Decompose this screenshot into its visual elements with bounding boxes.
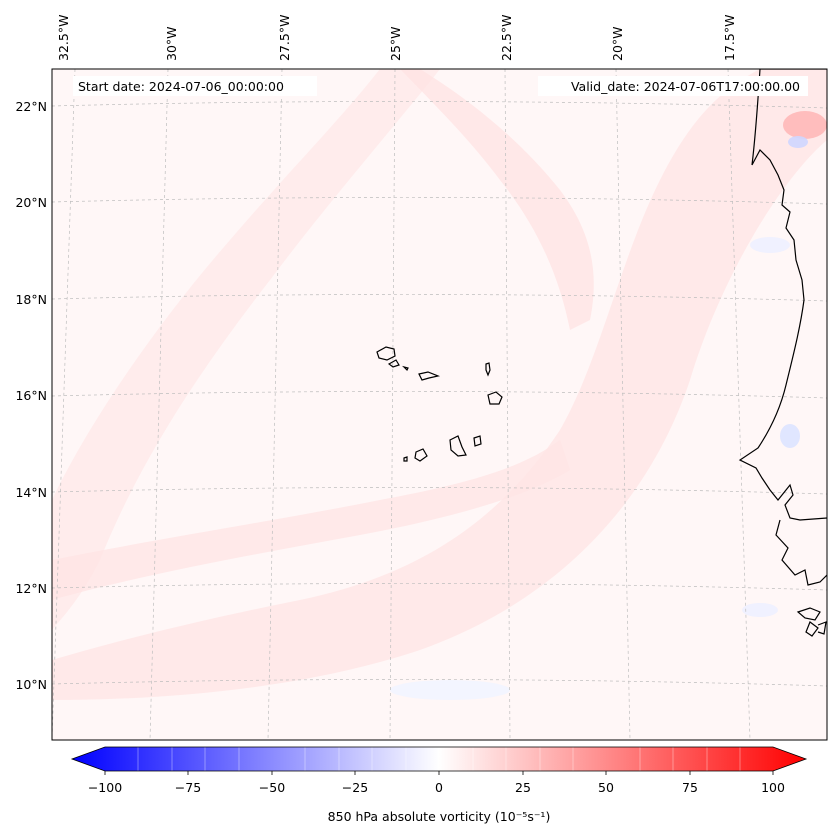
lat-label: 16°N xyxy=(15,388,47,403)
colorbar-tick-label: 0 xyxy=(435,780,443,795)
colorbar: −100 −75 −50 −25 0 25 50 75 100 850 hPa … xyxy=(70,746,808,824)
island-sao-nicolau xyxy=(418,371,441,381)
vorticity-maximum-north-east xyxy=(783,111,827,139)
vorticity-minimum-south-east xyxy=(742,603,778,617)
colorbar-tick-label: 75 xyxy=(682,780,698,795)
start-date-text: Start date: 2024-07-06_00:00:00 xyxy=(78,79,284,94)
vorticity-minimum-coast xyxy=(780,424,800,448)
positive-vorticity-band-south xyxy=(52,440,570,600)
colorbar-label: 850 hPa absolute vorticity (10⁻⁵s⁻¹) xyxy=(328,809,551,824)
island-santo-antao xyxy=(376,346,396,361)
lon-label: 25°W xyxy=(388,26,403,61)
island-maio xyxy=(473,435,482,447)
lat-label: 12°N xyxy=(15,581,47,596)
lat-label: 18°N xyxy=(15,292,47,307)
meridian-27-5w xyxy=(267,69,283,740)
colorbar-levels xyxy=(137,747,741,771)
vorticity-minimum-east xyxy=(750,237,790,253)
colorbar-tick-label: −100 xyxy=(88,780,122,795)
island-sao-vicente xyxy=(387,359,400,368)
colorbar-tick-label: 25 xyxy=(515,780,531,795)
lon-label: 17.5°W xyxy=(722,15,737,61)
longitude-labels: 32.5°W 30°W 27.5°W 25°W 22.5°W 20°W 17.5… xyxy=(56,15,737,61)
meridian-20w xyxy=(615,69,631,740)
colorbar-tick-labels: −100 −75 −50 −25 0 25 50 75 100 xyxy=(88,780,785,795)
lat-label: 14°N xyxy=(15,485,47,500)
lat-label: 20°N xyxy=(15,195,47,210)
meridian-32-5w xyxy=(52,69,76,740)
vorticity-field xyxy=(52,69,827,700)
island-brava xyxy=(403,456,408,462)
island-santiago xyxy=(449,435,467,457)
vorticity-minimum-north-east xyxy=(788,136,808,148)
colorbar-bar xyxy=(72,747,806,771)
island-boa-vista xyxy=(487,391,503,405)
meridian-17-5w xyxy=(727,69,751,740)
cape-verde-islands xyxy=(376,346,503,462)
valid-date-box xyxy=(538,76,808,96)
lon-label: 20°W xyxy=(610,26,625,61)
valid-date-text: Valid_date: 2024-07-06T17:00:00.00 xyxy=(571,79,800,94)
parallel-16n xyxy=(52,391,827,399)
lon-label: 27.5°W xyxy=(277,15,292,61)
graticule xyxy=(52,69,827,740)
lon-label: 32.5°W xyxy=(56,15,71,61)
parallel-10n xyxy=(52,679,827,687)
parallel-14n xyxy=(52,487,827,495)
start-date-box xyxy=(73,76,317,96)
island-sal xyxy=(485,362,491,377)
colorbar-tick-label: 100 xyxy=(761,780,785,795)
map-frame xyxy=(51,68,828,741)
colorbar-tick-label: −25 xyxy=(342,780,368,795)
meridian-25w xyxy=(389,69,396,740)
meridian-30w xyxy=(149,69,169,740)
colorbar-ticks xyxy=(104,771,774,775)
island-fogo xyxy=(414,448,428,462)
lat-label: 22°N xyxy=(15,99,47,114)
lon-label: 22.5°W xyxy=(499,15,514,61)
colorbar-tick-label: −50 xyxy=(259,780,285,795)
map-panel xyxy=(52,69,827,740)
parallel-12n xyxy=(52,583,827,591)
coastlines xyxy=(738,69,827,637)
parallel-18n xyxy=(52,294,827,302)
parallel-22n xyxy=(52,101,827,109)
lon-label: 30°W xyxy=(164,26,179,61)
positive-vorticity-band-north xyxy=(400,69,594,330)
african-coastline xyxy=(738,69,827,637)
vorticity-minimum-south xyxy=(390,680,510,700)
colorbar-tick-label: −75 xyxy=(175,780,201,795)
positive-vorticity-band-main xyxy=(52,69,827,700)
parallel-20n xyxy=(52,197,827,205)
lat-label: 10°N xyxy=(15,677,47,692)
colorbar-tick-label: 50 xyxy=(598,780,614,795)
meridian-22-5w xyxy=(504,69,511,740)
latitude-labels: 22°N 20°N 18°N 16°N 14°N 12°N 10°N xyxy=(15,99,47,692)
island-santa-luzia xyxy=(402,365,409,372)
